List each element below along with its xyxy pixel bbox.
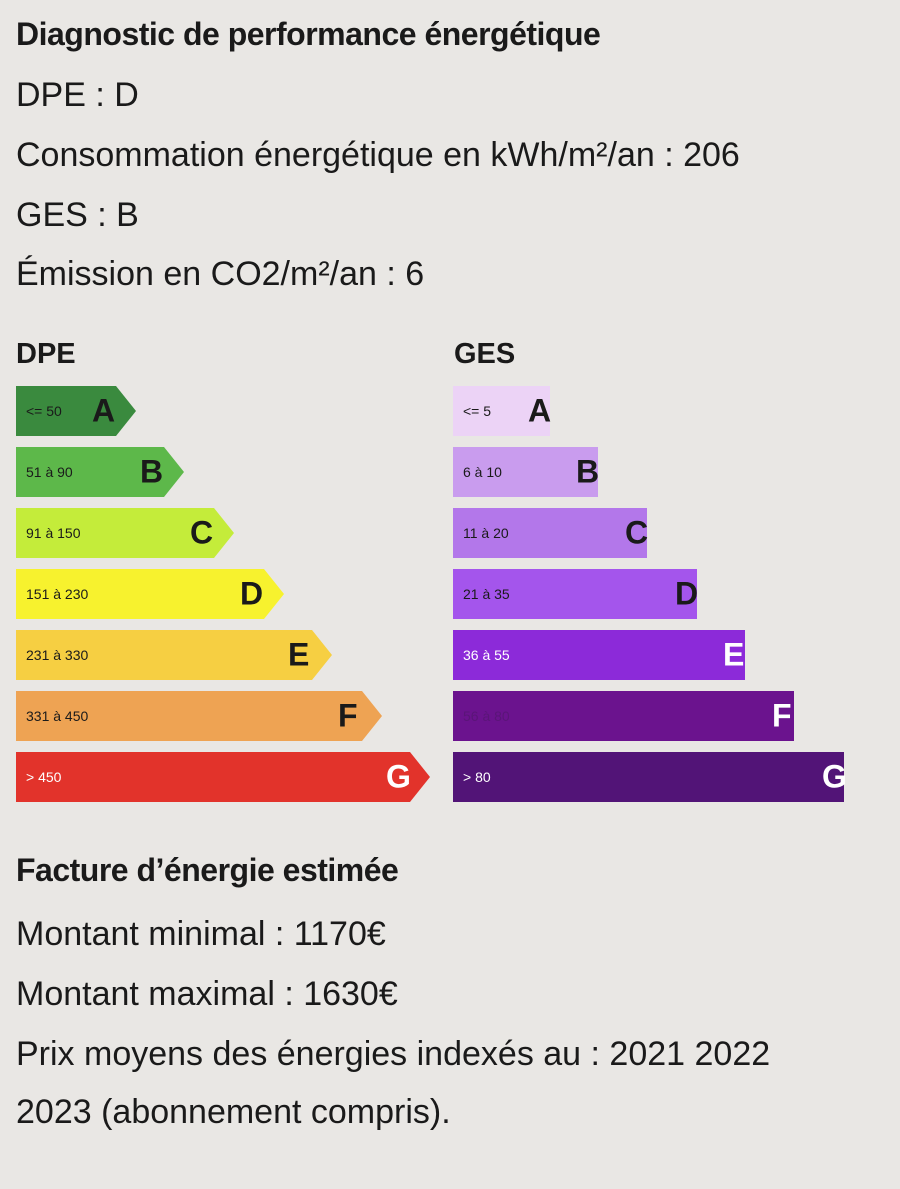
dpe-bar-b: 51 à 90 B xyxy=(16,447,184,497)
dpe-bar-e: 231 à 330 E xyxy=(16,630,332,680)
ges-scale-title: GES xyxy=(454,338,516,370)
consumption-line: Consommation énergétique en kWh/m²/an : … xyxy=(16,136,740,174)
ges-bar-letter: E xyxy=(723,636,745,673)
ges-bar-letter: D xyxy=(675,575,699,612)
dpe-bar-range: 151 à 230 xyxy=(26,586,89,602)
ges-bar-b: 6 à 10 B xyxy=(453,447,600,497)
dpe-bar-range: 91 à 150 xyxy=(26,525,81,541)
min-amount-line: Montant minimal : 1170€ xyxy=(16,915,386,953)
dpe-bar-range: 331 à 450 xyxy=(26,708,89,724)
dpe-bar-g: > 450 G xyxy=(16,752,430,802)
dpe-bar-range: > 450 xyxy=(26,769,62,785)
ges-bar-letter: C xyxy=(625,514,649,551)
dpe-bar-range: <= 50 xyxy=(26,403,62,419)
ges-bar-range: 21 à 35 xyxy=(463,586,510,602)
ges-bar-letter: A xyxy=(528,392,552,429)
dpe-bar-letter: G xyxy=(386,758,411,795)
ges-bar-letter: B xyxy=(576,453,600,490)
dpe-class-line: DPE : D xyxy=(16,76,139,114)
max-amount-line: Montant maximal : 1630€ xyxy=(16,975,398,1013)
dpe-bar-letter: A xyxy=(92,392,116,429)
dpe-bar-letter: E xyxy=(288,636,310,673)
ges-bar-d: 21 à 35 D xyxy=(453,569,699,619)
ges-bar-letter: G xyxy=(822,758,847,795)
ges-bar-range: 36 à 55 xyxy=(463,647,510,663)
ges-bar-range: 56 à 80 xyxy=(463,708,510,724)
prices-line-1: Prix moyens des énergies indexés au : 20… xyxy=(16,1035,771,1073)
bill-section-title: Facture d’énergie estimée xyxy=(16,852,399,888)
dpe-section-title: Diagnostic de performance énergétique xyxy=(16,16,601,52)
ges-bar-g: > 80 G xyxy=(453,752,847,802)
prices-line-2: 2023 (abonnement compris). xyxy=(16,1093,451,1131)
ges-class-line: GES : B xyxy=(16,196,139,234)
dpe-bar-letter: D xyxy=(240,575,264,612)
dpe-bar-letter: F xyxy=(338,697,358,734)
ges-bar-range: 11 à 20 xyxy=(463,525,509,541)
ges-bar-e: 36 à 55 E xyxy=(453,630,745,680)
dpe-bar-c: 91 à 150 C xyxy=(16,508,234,558)
dpe-scale-title: DPE xyxy=(16,338,76,370)
ges-bar-range: <= 5 xyxy=(463,403,492,419)
emission-line: Émission en CO2/m²/an : 6 xyxy=(16,255,425,293)
dpe-bar-a: <= 50 A xyxy=(16,386,136,436)
dpe-bar-f: 331 à 450 F xyxy=(16,691,382,741)
ges-bar-c: 11 à 20 C xyxy=(453,508,649,558)
dpe-bar-range: 51 à 90 xyxy=(26,464,73,480)
dpe-bar-letter: B xyxy=(140,453,164,490)
ges-bar-a: <= 5 A xyxy=(453,386,552,436)
ges-bar-f: 56 à 80 F xyxy=(453,691,794,741)
ges-bar-range: > 80 xyxy=(463,769,491,785)
ges-bar-letter: F xyxy=(772,697,792,734)
dpe-bar-range: 231 à 330 xyxy=(26,647,89,663)
dpe-bar-d: 151 à 230 D xyxy=(16,569,284,619)
dpe-bar-letter: C xyxy=(190,514,214,551)
ges-bar-range: 6 à 10 xyxy=(463,464,502,480)
